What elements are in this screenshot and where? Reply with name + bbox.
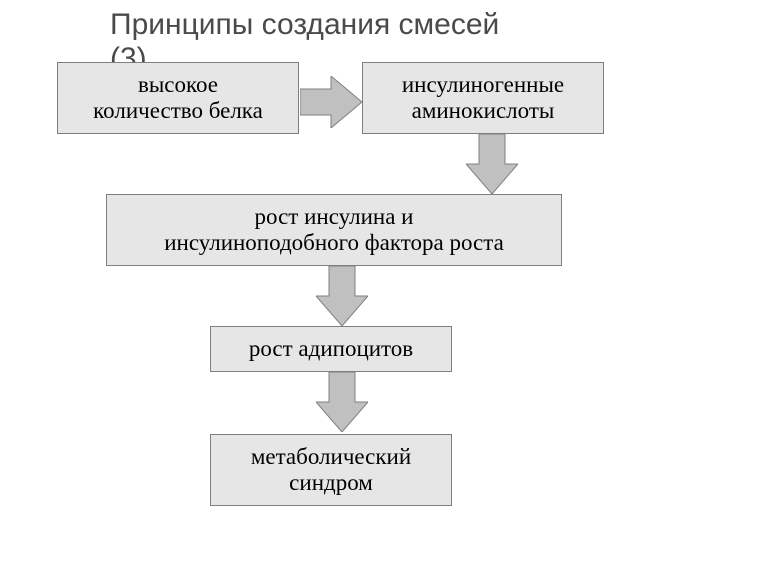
arrow-down-icon [316,266,368,326]
node-metabolic-syndrome: метаболический синдром [210,434,452,506]
slide-title-line1: Принципы создания смесей [110,8,499,42]
node-label: инсулиногенные аминокислоты [402,72,564,125]
node-adipocyte-growth: рост адипоцитов [210,326,452,372]
node-high-protein: высокое количество белка [57,62,299,134]
node-label: высокое количество белка [93,72,263,125]
node-insulin-igf-growth: рост инсулина и инсулиноподобного фактор… [106,194,562,266]
arrow-right-icon [300,76,362,128]
node-label: рост инсулина и инсулиноподобного фактор… [164,204,504,257]
arrow-down-icon [316,372,368,432]
node-label: рост адипоцитов [249,336,413,362]
node-label: метаболический синдром [251,444,411,497]
node-insulinogenic-aa: инсулиногенные аминокислоты [362,62,604,134]
arrow-down-icon [466,134,518,194]
